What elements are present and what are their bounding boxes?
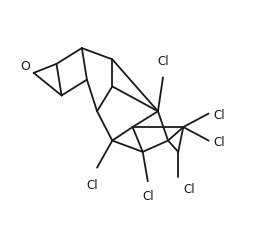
Text: Cl: Cl [183, 183, 194, 196]
Text: O: O [20, 60, 30, 73]
Text: Cl: Cl [213, 109, 225, 122]
Text: Cl: Cl [213, 136, 225, 149]
Text: Cl: Cl [86, 179, 98, 192]
Text: Cl: Cl [156, 55, 168, 68]
Text: Cl: Cl [141, 190, 153, 203]
